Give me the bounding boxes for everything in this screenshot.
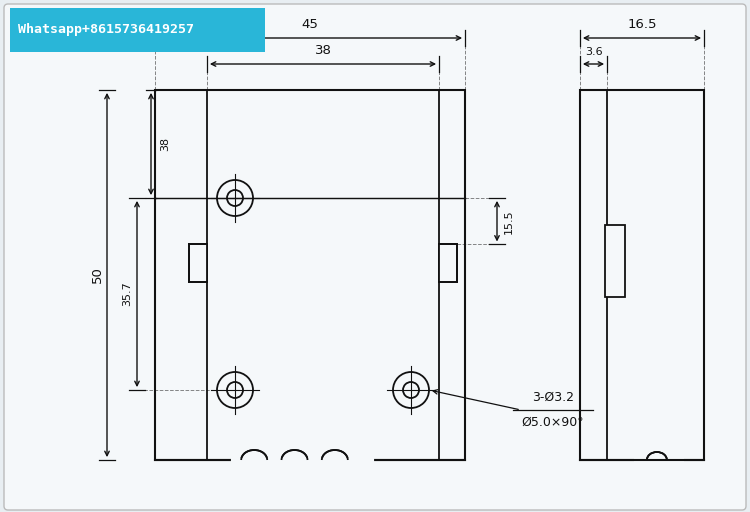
- Bar: [580, 90, 704, 460]
- Bar: [605, 225, 625, 297]
- Bar: [155, 90, 465, 460]
- Text: 38: 38: [314, 44, 332, 57]
- Bar: [189, 244, 207, 283]
- FancyBboxPatch shape: [4, 4, 746, 510]
- Text: 16.5: 16.5: [627, 18, 657, 31]
- Text: 38: 38: [160, 137, 170, 151]
- Text: 3.6: 3.6: [585, 47, 602, 57]
- Text: 45: 45: [302, 18, 319, 31]
- Text: 35.7: 35.7: [122, 282, 132, 306]
- Bar: [439, 244, 457, 283]
- Text: 15.5: 15.5: [504, 209, 514, 233]
- Bar: [10, 8, 265, 52]
- Text: Ø5.0×90°: Ø5.0×90°: [522, 416, 584, 429]
- Text: 3-Ø3.2: 3-Ø3.2: [532, 391, 574, 404]
- Text: Whatsapp+8615736419257: Whatsapp+8615736419257: [18, 24, 194, 36]
- Text: 50: 50: [91, 267, 104, 284]
